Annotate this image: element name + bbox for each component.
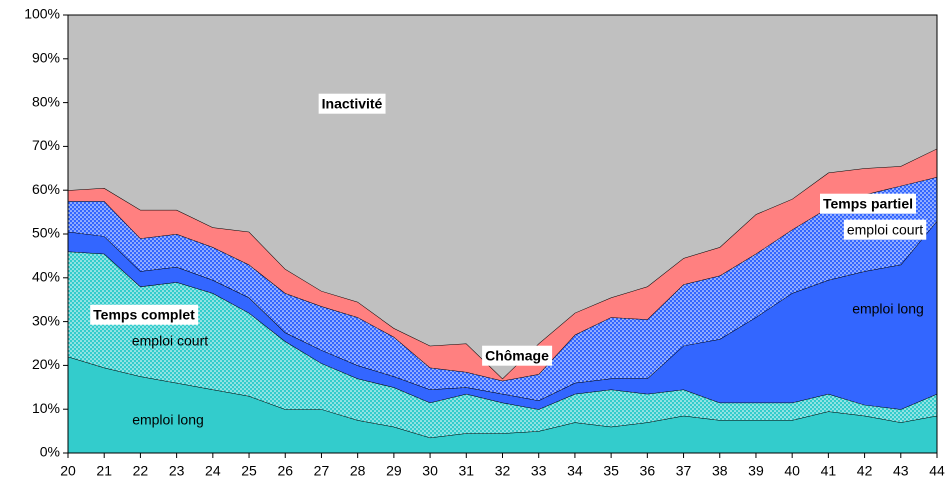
y-tick-label: 70%: [32, 137, 60, 153]
x-tick-label: 27: [314, 463, 330, 479]
y-tick-label: 80%: [32, 93, 60, 109]
y-tick-label: 40%: [32, 269, 60, 285]
area: [68, 251, 937, 438]
area-label: Chômage: [485, 348, 549, 364]
area: [68, 177, 937, 401]
area-label: Temps partiel: [823, 196, 913, 212]
area-label: emploi court: [132, 333, 208, 349]
x-tick-label: 39: [748, 463, 764, 479]
y-tick-label: 60%: [32, 181, 60, 197]
y-tick-label: 30%: [32, 312, 60, 328]
x-tick-label: 21: [96, 463, 112, 479]
x-tick-label: 42: [857, 463, 873, 479]
x-tick-label: 20: [60, 463, 76, 479]
x-tick-label: 37: [676, 463, 692, 479]
area: [68, 15, 937, 379]
x-tick-label: 26: [277, 463, 293, 479]
area-label: Inactivité: [322, 96, 383, 112]
x-tick-label: 30: [422, 463, 438, 479]
x-tick-label: 40: [784, 463, 800, 479]
y-tick-label: 100%: [24, 6, 60, 22]
area-label: emploi court: [847, 222, 923, 238]
area: [68, 356, 937, 453]
area: [68, 148, 937, 381]
x-tick-label: 31: [459, 463, 475, 479]
area-label: Temps complet: [93, 307, 195, 323]
x-tick-label: 23: [169, 463, 185, 479]
label-background: [820, 193, 916, 214]
y-tick-label: 0%: [40, 444, 60, 460]
x-tick-label: 29: [386, 463, 402, 479]
x-tick-label: 32: [495, 463, 511, 479]
label-background: [318, 93, 386, 114]
y-tick-label: 20%: [32, 356, 60, 372]
label-background: [90, 304, 199, 325]
x-tick-label: 33: [531, 463, 547, 479]
x-tick-label: 24: [205, 463, 221, 479]
x-tick-label: 22: [133, 463, 149, 479]
x-tick-label: 38: [712, 463, 728, 479]
x-tick-label: 41: [821, 463, 837, 479]
x-tick-label: 34: [567, 463, 583, 479]
label-background: [843, 219, 927, 240]
label-background: [482, 345, 553, 366]
x-tick-label: 25: [241, 463, 257, 479]
area: [68, 220, 937, 410]
x-tick-label: 43: [893, 463, 909, 479]
x-tick-label: 28: [350, 463, 366, 479]
x-tick-label: 44: [929, 463, 945, 479]
y-tick-label: 10%: [32, 400, 60, 416]
area-label: emploi long: [852, 301, 924, 317]
x-tick-label: 36: [640, 463, 656, 479]
y-tick-label: 90%: [32, 50, 60, 66]
x-tick-label: 35: [603, 463, 619, 479]
area-label: emploi long: [132, 412, 204, 428]
y-tick-label: 50%: [32, 225, 60, 241]
